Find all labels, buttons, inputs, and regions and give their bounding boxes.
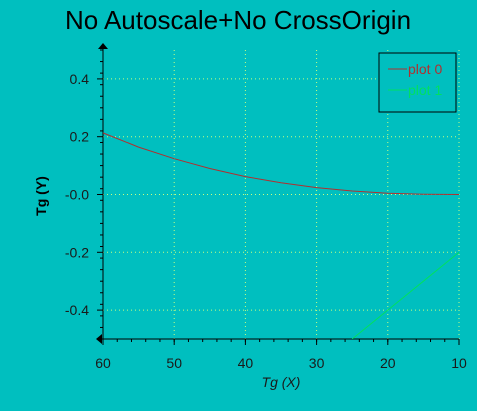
y-tick-label: -0.2: [65, 244, 89, 260]
series-layer: [103, 132, 460, 339]
y-tick-label: 0.2: [70, 129, 90, 145]
legend: plot 0 plot 1: [378, 52, 457, 113]
series-line-plot-1: [351, 251, 460, 339]
legend-label: plot 1: [408, 82, 442, 98]
x-tick-label: 40: [238, 355, 254, 371]
x-tick-label: 50: [166, 355, 182, 371]
tick-labels: 0.4 0.2 -0.0 -0.2 -0.4 60 50 40 30 20 10: [65, 71, 467, 371]
axes-layer: [96, 43, 460, 345]
legend-box: [378, 52, 457, 113]
x-tick-label: 20: [380, 355, 396, 371]
y-tick-label: -0.4: [65, 302, 89, 318]
legend-items: plot 0 plot 1: [388, 61, 442, 98]
legend-label: plot 0: [408, 61, 442, 77]
y-tick-label: -0.0: [65, 187, 89, 203]
y-tick-label: 0.4: [70, 71, 90, 87]
y-axis-label: Tg (Y): [33, 176, 49, 216]
x-tick-label: 30: [309, 355, 325, 371]
chart-title: No Autoscale+No CrossOrigin: [65, 5, 411, 35]
x-axis-label: Tg (X): [262, 374, 301, 390]
series-line-plot-0: [103, 132, 460, 195]
x-axis-arrow: [96, 334, 102, 344]
x-tick-label: 10: [451, 355, 467, 371]
y-axis-arrow: [98, 43, 108, 49]
x-tick-label: 60: [95, 355, 111, 371]
